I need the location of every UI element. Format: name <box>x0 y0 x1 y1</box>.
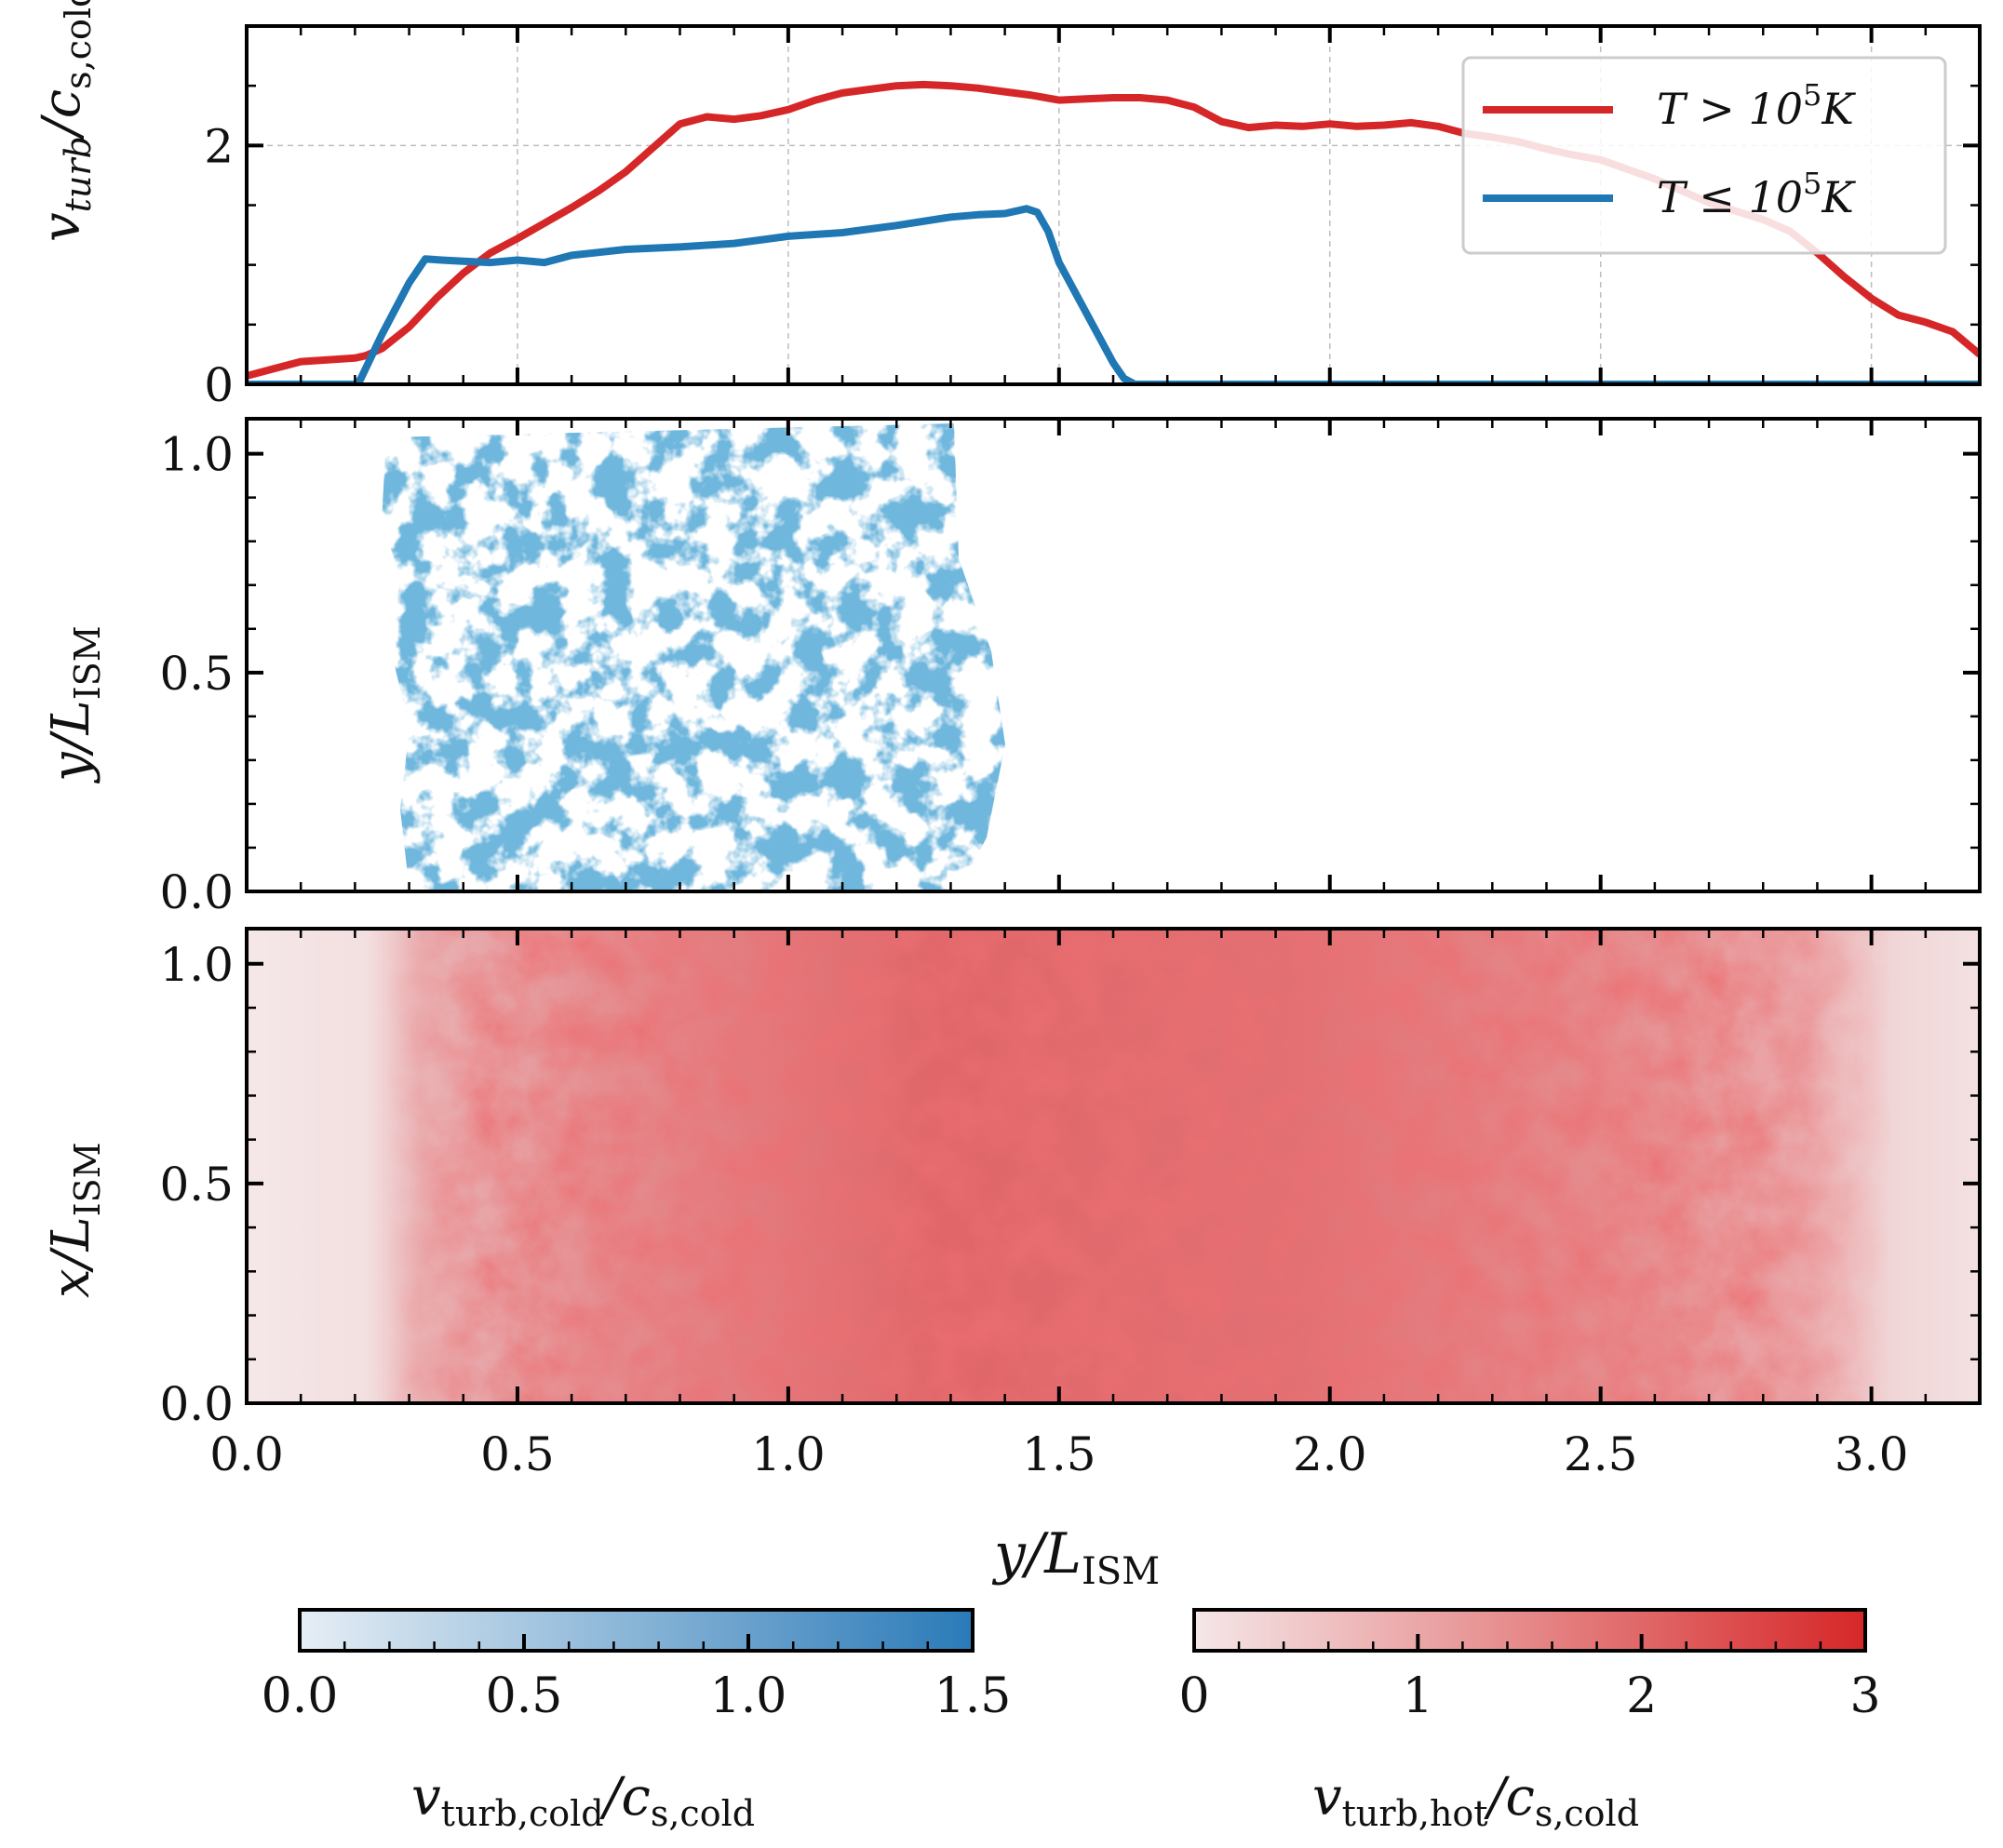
y-tick-label: 0.0 <box>159 1377 234 1431</box>
y-tick-label: 1.0 <box>159 938 234 992</box>
bottom-hot-heatmap-panel: 0.0 0.5 1.0 0.0 0.5 1.0 1.5 2.0 2.5 3.0 x/LISM y/… <box>41 927 1982 1593</box>
legend-label-hot: T > 105K <box>1657 77 1856 134</box>
y-tick-label: 1.0 <box>159 428 234 482</box>
top-axis-ticks: 02 <box>204 24 1982 412</box>
colorbar-tick-label: 1.0 <box>710 1668 787 1724</box>
colorbar-cold-label: vturb,cold/cs,cold <box>411 1767 755 1834</box>
x-tick-label: 1.0 <box>751 1427 826 1481</box>
colorbar-cold: 0.0 0.5 1.0 1.5 vturb,cold/cs,cold <box>262 1608 1012 1834</box>
y-tick-label: 0.5 <box>159 1158 234 1212</box>
y-tick-label: 0 <box>204 358 234 412</box>
x-tick-label: 2.5 <box>1564 1427 1638 1481</box>
x-axis-label: y/LISM <box>991 1521 1160 1593</box>
bottom-y-axis-label: x/LISM <box>41 1142 108 1298</box>
colorbar-tick-label: 1.5 <box>934 1668 1012 1724</box>
colorbar-hot-bar <box>1192 1608 1867 1653</box>
legend-label-cold: T ≤ 105K <box>1657 166 1856 222</box>
colorbar-tick-label: 0.5 <box>486 1668 563 1724</box>
colorbar-hot-label: vturb,hot/cs,cold <box>1312 1767 1639 1834</box>
colorbar-cold-bar <box>298 1608 975 1653</box>
legend: T > 105K T ≤ 105K <box>1461 56 1947 255</box>
cold-heatmap <box>382 423 1005 891</box>
hot-heatmap <box>247 929 1980 1403</box>
x-tick-label: 2.0 <box>1293 1427 1367 1481</box>
x-tick-label: 3.0 <box>1835 1427 1909 1481</box>
middle-cold-heatmap-panel: 0.0 0.5 1.0 y/LISM <box>41 417 1982 919</box>
colorbar-tick-label: 0.0 <box>262 1668 339 1724</box>
colorbar-tick-label: 3 <box>1849 1668 1880 1724</box>
x-tick-label: 1.5 <box>1022 1427 1096 1481</box>
top-y-axis-label: vturb/cs,cold <box>32 0 99 242</box>
colorbar-tick-label: 1 <box>1403 1668 1433 1724</box>
y-tick-label: 0.0 <box>159 865 234 919</box>
middle-axis-ticks: 0.0 0.5 1.0 <box>159 419 1982 919</box>
top-line-panel: 02 T > 105K T ≤ 105K vturb/cs,cold <box>32 0 1982 412</box>
x-tick-label: 0.0 <box>209 1427 284 1481</box>
colorbar-tick-label: 0 <box>1178 1668 1209 1724</box>
y-tick-label: 0.5 <box>159 647 234 701</box>
y-tick-label: 2 <box>204 119 234 173</box>
series-line-cold <box>247 205 1980 384</box>
colorbar-tick-label: 2 <box>1626 1668 1657 1724</box>
bottom-axis-ticks: 0.0 0.5 1.0 0.0 0.5 1.0 1.5 2.0 2.5 3.0 <box>159 929 1982 1481</box>
middle-y-axis-label: y/LISM <box>41 625 108 784</box>
x-tick-label: 0.5 <box>480 1427 555 1481</box>
colorbar-hot: 0 1 2 3 vturb,hot/cs,cold <box>1178 1608 1881 1834</box>
